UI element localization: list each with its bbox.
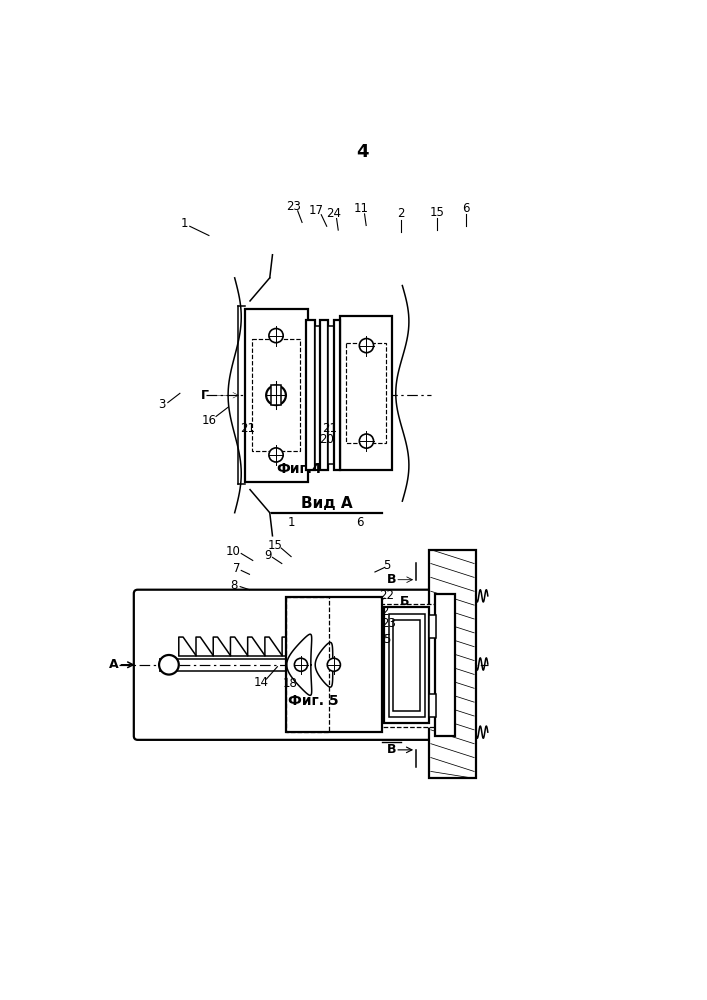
- Bar: [380, 604, 436, 727]
- FancyBboxPatch shape: [134, 590, 432, 740]
- Bar: [315, 326, 320, 464]
- Text: 4: 4: [356, 143, 368, 161]
- Text: 21: 21: [322, 422, 337, 434]
- Text: 18: 18: [283, 677, 298, 690]
- Circle shape: [269, 448, 284, 462]
- Bar: [320, 320, 328, 470]
- Text: 15: 15: [267, 539, 282, 552]
- Bar: [429, 615, 436, 638]
- Bar: [245, 309, 308, 482]
- Circle shape: [359, 339, 373, 353]
- Bar: [271, 385, 281, 405]
- Text: 7: 7: [233, 562, 240, 575]
- Text: 14: 14: [254, 676, 269, 689]
- Text: 22: 22: [380, 589, 395, 602]
- Text: 1: 1: [180, 217, 188, 230]
- Bar: [346, 343, 387, 443]
- Text: 5: 5: [383, 559, 391, 572]
- Circle shape: [327, 658, 341, 671]
- Text: 2: 2: [382, 605, 389, 618]
- Text: 1: 1: [287, 516, 295, 529]
- Text: Вид А: Вид А: [301, 496, 353, 511]
- Text: 11: 11: [354, 202, 369, 215]
- Text: В: В: [387, 573, 397, 586]
- Circle shape: [159, 655, 179, 675]
- Bar: [334, 320, 341, 470]
- Text: 24: 24: [326, 207, 341, 220]
- Text: 16: 16: [201, 414, 216, 427]
- Circle shape: [359, 434, 373, 448]
- Text: 2: 2: [397, 207, 405, 220]
- Circle shape: [294, 658, 308, 671]
- Bar: [252, 339, 300, 451]
- Text: 21: 21: [240, 422, 255, 434]
- Bar: [341, 316, 392, 470]
- Text: 9: 9: [264, 549, 272, 562]
- Bar: [286, 597, 382, 732]
- Circle shape: [266, 385, 286, 405]
- Bar: [328, 326, 334, 464]
- Text: Фиг. 5: Фиг. 5: [288, 694, 339, 708]
- Circle shape: [269, 329, 284, 343]
- Text: В: В: [387, 743, 397, 756]
- Text: А: А: [110, 658, 119, 671]
- Text: Б: Б: [400, 595, 410, 608]
- Text: 20: 20: [320, 433, 334, 446]
- Text: Фиг.4: Фиг.4: [276, 462, 322, 476]
- Text: Г: Г: [201, 389, 209, 402]
- Bar: [385, 607, 429, 723]
- Text: 5: 5: [383, 633, 391, 646]
- Bar: [435, 594, 455, 736]
- Bar: [389, 614, 425, 717]
- Text: 15: 15: [430, 206, 445, 219]
- Bar: [306, 320, 315, 470]
- Text: 6: 6: [356, 516, 363, 529]
- Text: 23: 23: [286, 200, 301, 213]
- Bar: [286, 597, 329, 732]
- Bar: [429, 694, 436, 717]
- Text: 17: 17: [308, 204, 323, 217]
- Bar: [429, 550, 476, 778]
- Text: 8: 8: [230, 579, 238, 592]
- Text: 3: 3: [158, 398, 166, 411]
- Text: 6: 6: [462, 202, 469, 215]
- Bar: [393, 620, 421, 711]
- Text: 23: 23: [381, 617, 396, 630]
- Text: 10: 10: [226, 545, 241, 558]
